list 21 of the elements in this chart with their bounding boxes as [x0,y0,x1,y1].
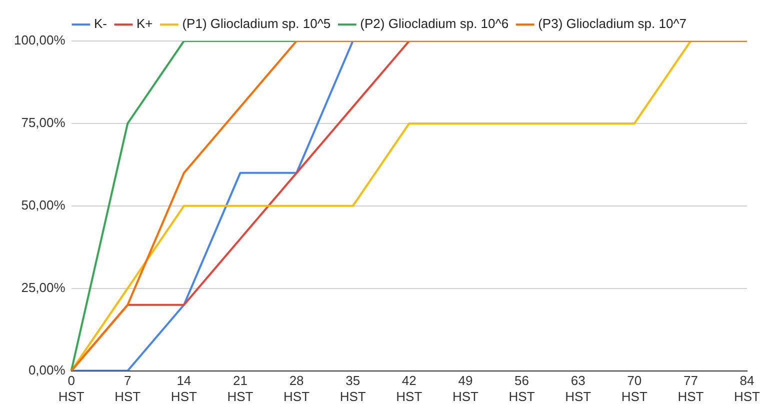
y-tick-label: 50,00% [21,197,66,212]
legend-label: (P2) Gliocladium sp. 10^6 [360,16,509,32]
legend-label: K+ [136,16,153,32]
x-tick-label: 77 HST [678,373,704,404]
y-tick-label: 100,00% [14,32,66,48]
x-tick-label: 35 HST [340,373,366,404]
x-tick-label: 14 HST [170,373,197,404]
x-tick-label: 21 HST [227,373,254,404]
x-tick-label: 49 HST [452,373,479,404]
x-tick-label: 28 HST [284,373,310,404]
x-tick-label: 70 HST [621,373,648,404]
legend-label: K- [94,16,107,32]
x-tick-label: 63 HST [565,373,592,404]
legend-label: (P1) Gliocladium sp. 10^5 [182,16,331,32]
x-tick-label: 56 HST [508,373,535,404]
x-tick-label: 42 HST [396,373,422,404]
x-tick-label: 7 HST [114,373,141,404]
y-tick-label: 75,00% [21,115,66,130]
y-tick-label: 25,00% [21,280,66,295]
x-tick-label: 84 HST [734,373,760,404]
legend-label: (P3) Gliocladium sp. 10^7 [538,16,687,32]
